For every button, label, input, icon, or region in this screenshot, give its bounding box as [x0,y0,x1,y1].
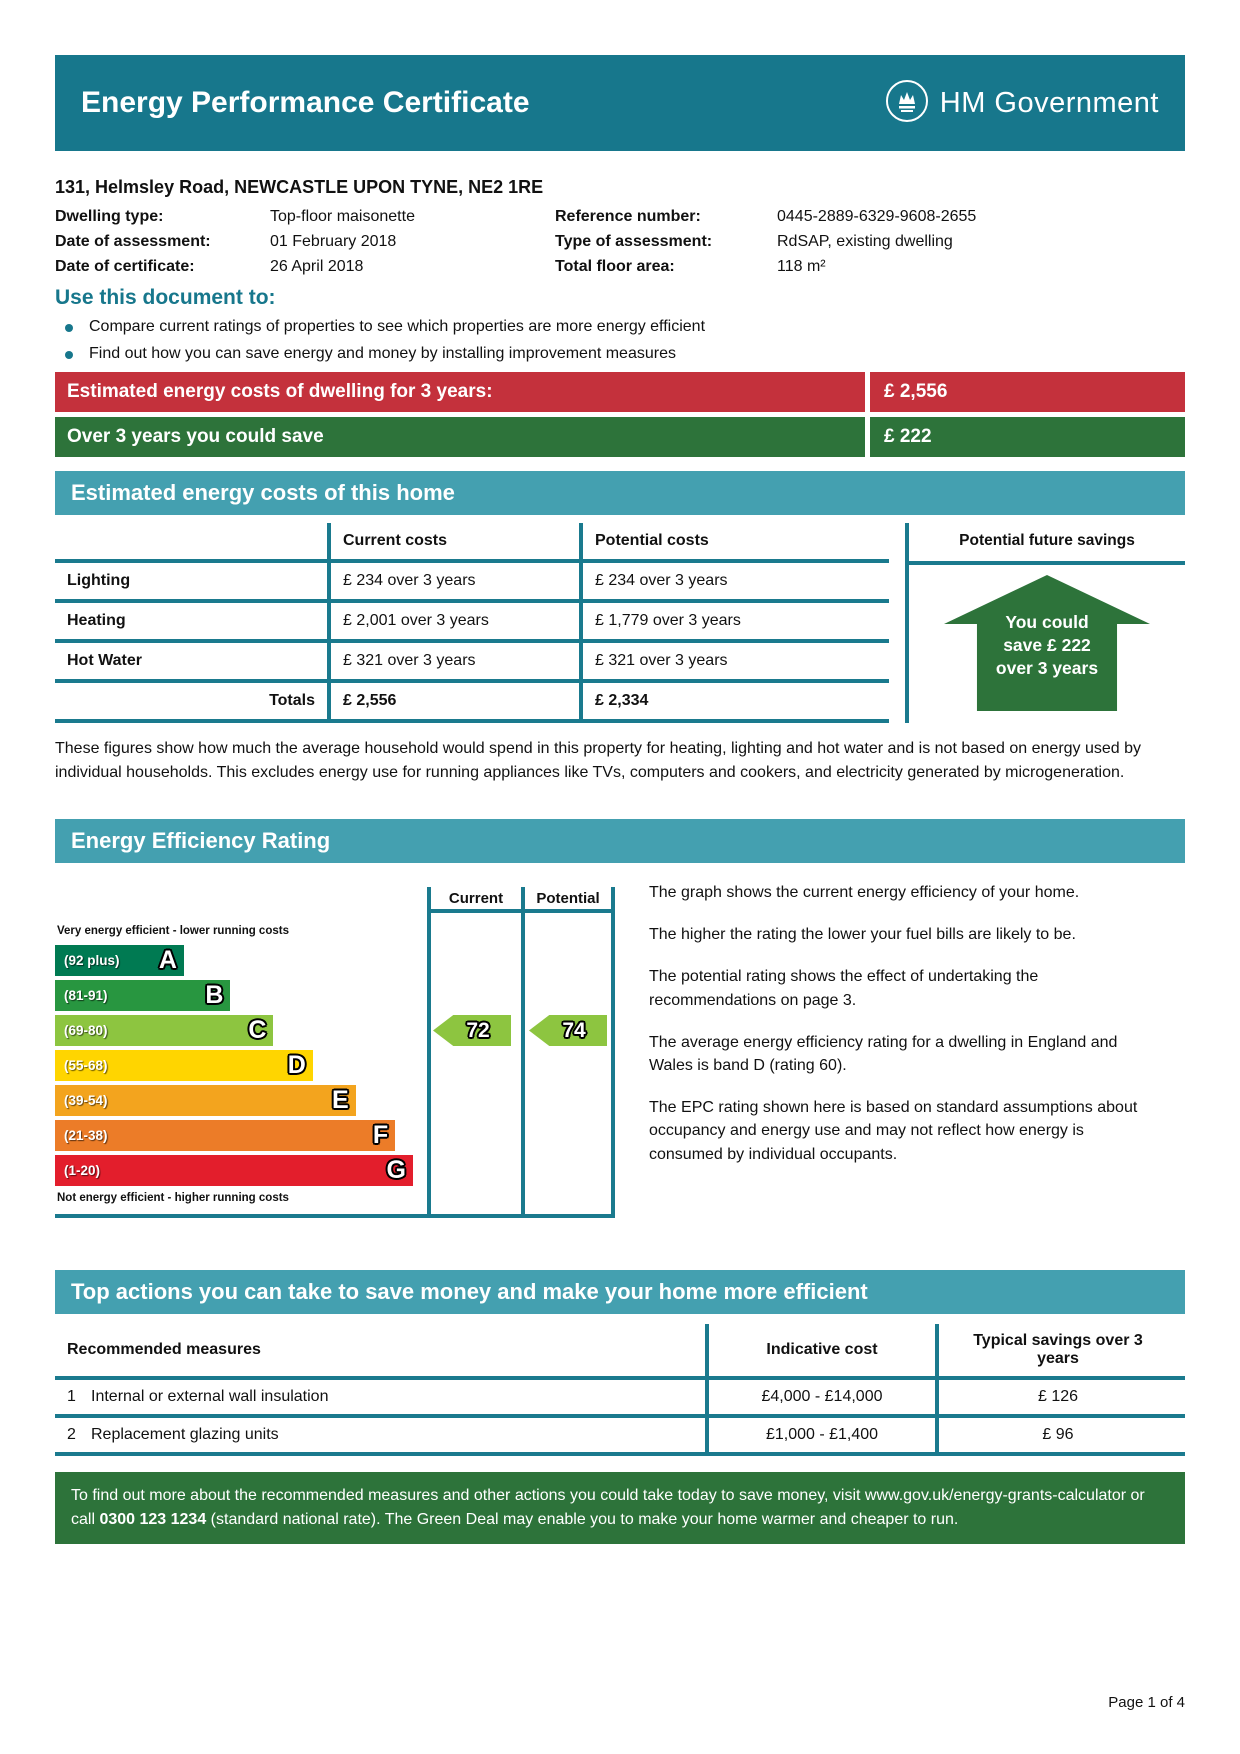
epc-band-range: (21-38) [64,1128,108,1143]
epc-band-range: (92 plus) [64,953,120,968]
col-indicative-cost: Indicative cost [705,1324,935,1376]
detail-type-of-assessment: Type of assessment: RdSAP, existing dwel… [555,233,953,250]
epc-band-C: (69-80) C [55,1015,274,1046]
table-row-measure-1: 1 Internal or external wall insulation £… [55,1380,1185,1418]
savings-up-arrow: You could save £ 222 over 3 years [944,575,1150,711]
col-potential-costs: Potential costs [579,523,881,559]
epc-band-range: (55-68) [64,1058,108,1073]
current-rating-column: Current [427,887,521,1214]
bullet-item: Find out how you can save energy and mon… [55,345,1185,363]
page-title: Energy Performance Certificate [81,86,530,119]
actions-table: Recommended measures Indicative cost Typ… [55,1324,1185,1456]
col-potential-future-savings: Potential future savings [909,523,1185,565]
epc-band-range: (69-80) [64,1023,108,1038]
potential-savings-label: Over 3 years you could save [55,417,865,457]
epc-band-letter: A [158,946,177,974]
table-row-totals: Totals £ 2,556 £ 2,334 [55,683,889,723]
epc-band-letter: G [386,1156,406,1184]
hm-government-label: HM Government [939,86,1159,119]
estimated-costs-bar: Estimated energy costs of dwelling for 3… [55,372,1185,412]
epc-band-G: (1-20) G [55,1155,413,1186]
costs-table: Current costs Potential costs Lighting £… [55,523,889,723]
bullet-dot-icon [65,351,73,359]
epc-band-E: (39-54) E [55,1085,356,1116]
epc-band-A: (92 plus) A [55,945,184,976]
epc-band-D: (55-68) D [55,1050,313,1081]
detail-reference-number: Reference number: 0445-2889-6329-9608-26… [555,208,977,225]
use-document-bullets: Compare current ratings of properties to… [55,318,1185,363]
costs-footnote: These figures show how much the average … [55,740,1142,781]
chart-bottom-label: Not energy efficient - higher running co… [57,1192,289,1204]
epc-rating-chart: Current Potential Very energy efficient … [55,887,615,1218]
bullet-item: Compare current ratings of properties to… [55,318,1185,336]
detail-dwelling-type: Dwelling type: Top-floor maisonette [55,208,415,225]
col-typical-savings: Typical savings over 3 years [935,1324,1177,1376]
epc-band-letter: D [287,1051,306,1079]
property-address: 131, Helmsley Road, NEWCASTLE UPON TYNE,… [55,177,544,197]
table-row-heating: Heating £ 2,001 over 3 years £ 1,779 ove… [55,603,889,643]
epc-band-letter: C [248,1016,267,1044]
epc-band-letter: F [372,1121,389,1149]
epc-band-letter: B [205,981,224,1009]
table-row-lighting: Lighting £ 234 over 3 years £ 234 over 3… [55,563,889,603]
property-details: Dwelling type: Top-floor maisonette Date… [55,208,1185,276]
potential-future-savings-panel: Potential future savings You could save … [905,523,1185,723]
estimated-costs-value: £ 2,556 [870,372,1185,412]
col-recommended-measures: Recommended measures [67,1341,261,1358]
find-out-more-note: To find out more about the recommended m… [55,1472,1185,1544]
energy-efficiency-rating: Current Potential Very energy efficient … [55,884,1185,1218]
table-row-measure-2: 2 Replacement glazing units £1,000 - £1,… [55,1418,1185,1456]
header-banner: Energy Performance Certificate HM Govern… [55,55,1185,151]
potential-rating-column: Potential [521,887,615,1214]
epc-band-range: (39-54) [64,1093,108,1108]
epc-band-range: (1-20) [64,1163,101,1178]
col-current-costs: Current costs [327,523,579,559]
detail-date-of-certificate: Date of certificate: 26 April 2018 [55,258,364,275]
costs-section-heading: Estimated energy costs of this home [55,471,1185,515]
hm-government-logo: HM Government [884,78,1159,129]
actions-section-heading: Top actions you can take to save money a… [55,1270,1185,1314]
potential-savings-bar: Over 3 years you could save £ 222 [55,417,1185,457]
royal-crest-icon [884,78,930,129]
epc-band-F: (21-38) F [55,1120,396,1151]
epc-bands: (92 plus) A (81-91) B (69-80) C (55-68) D (39-54… [55,945,413,1186]
page-number: Page 1 of 4 [1108,1694,1185,1711]
detail-date-of-assessment: Date of assessment: 01 February 2018 [55,233,397,250]
costs-table-wrap: Current costs Potential costs Lighting £… [55,523,1185,723]
rating-section-heading: Energy Efficiency Rating [55,819,1185,863]
chart-top-label: Very energy efficient - lower running co… [57,925,289,937]
costs-table-header: Current costs Potential costs [55,523,889,563]
detail-total-floor-area: Total floor area: 118 m² [555,258,826,275]
use-document-heading: Use this document to: [55,286,276,309]
phone-number: 0300 123 1234 [99,1511,207,1528]
potential-savings-value: £ 222 [870,417,1185,457]
epc-band-letter: E [332,1086,349,1114]
rating-description: The graph shows the current energy effic… [649,884,1138,1163]
estimated-costs-label: Estimated energy costs of dwelling for 3… [55,372,865,412]
actions-table-header: Recommended measures Indicative cost Typ… [55,1324,1185,1380]
bullet-dot-icon [65,324,73,332]
epc-band-range: (81-91) [64,988,108,1003]
epc-band-B: (81-91) B [55,980,231,1011]
table-row-hot-water: Hot Water £ 321 over 3 years £ 321 over … [55,643,889,683]
